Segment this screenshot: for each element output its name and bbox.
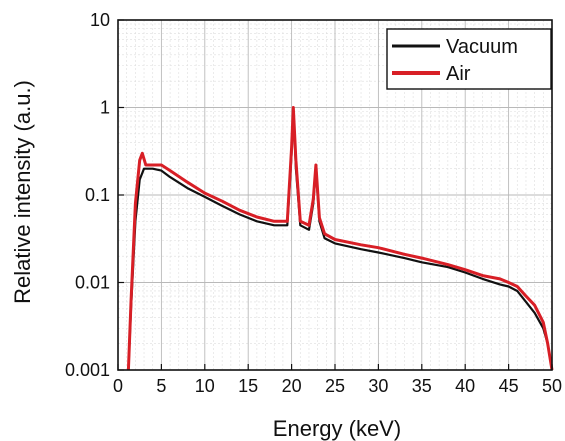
- x-tick-label: 20: [282, 376, 302, 396]
- x-tick-label: 30: [368, 376, 388, 396]
- x-ticks: 0 5 10 15 20 25 30 35 40 45 50: [113, 364, 562, 396]
- x-tick-label: 5: [156, 376, 166, 396]
- legend-box: [386, 28, 552, 90]
- y-tick-label: 0.001: [65, 360, 110, 380]
- x-tick-label: 50: [542, 376, 562, 396]
- y-tick-label: 1: [100, 98, 110, 118]
- x-tick-label: 45: [499, 376, 519, 396]
- y-tick-label: 0.01: [75, 273, 110, 293]
- grid: [117, 19, 553, 371]
- legend-label-vacuum: Vacuum: [446, 36, 518, 58]
- legend: Vacuum Air: [386, 28, 552, 90]
- x-tick-label: 40: [455, 376, 475, 396]
- legend-label-air: Air: [446, 63, 471, 85]
- x-tick-label: 0: [113, 376, 123, 396]
- x-tick-label: 35: [412, 376, 432, 396]
- y-ticks: 0.001 0.01 0.1 1 10: [65, 10, 124, 380]
- x-tick-label: 10: [195, 376, 215, 396]
- x-tick-label: 15: [238, 376, 258, 396]
- x-axis-title: Energy (keV): [273, 416, 401, 441]
- series-line-air: [126, 106, 554, 371]
- y-axis-title: Relative intensity (a.u.): [10, 80, 35, 304]
- y-tick-label: 10: [90, 10, 110, 30]
- y-tick-label: 0.1: [85, 185, 110, 205]
- plot-series: [126, 106, 554, 371]
- x-tick-label: 25: [325, 376, 345, 396]
